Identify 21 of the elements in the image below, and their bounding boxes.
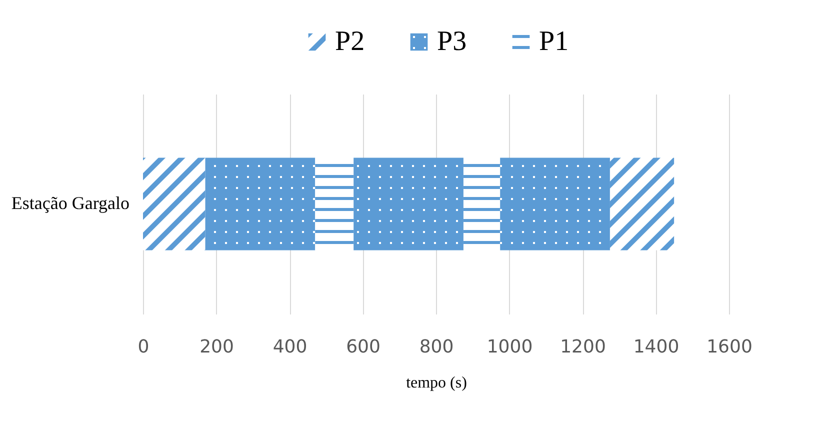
bar xyxy=(205,158,316,250)
legend-label: P2 xyxy=(335,26,365,57)
bar xyxy=(500,158,610,250)
bar xyxy=(354,158,464,250)
bar xyxy=(463,158,500,250)
legend-label: P3 xyxy=(437,26,467,57)
x-tick-label: 600 xyxy=(346,336,380,358)
y-tick-label: Estação Gargalo xyxy=(11,193,130,213)
x-tick-label: 200 xyxy=(200,336,234,358)
x-tick-label: 1400 xyxy=(633,336,680,358)
x-tick-label: 1600 xyxy=(706,336,752,358)
x-tick-label: 800 xyxy=(419,336,454,358)
x-tick-label: 1000 xyxy=(486,336,533,358)
legend-label: P1 xyxy=(539,26,569,57)
bar xyxy=(315,158,354,250)
x-tick-label: 1200 xyxy=(560,336,606,358)
bar xyxy=(143,158,206,250)
bar xyxy=(610,158,674,250)
x-axis-title: tempo (s) xyxy=(406,374,467,392)
x-tick-label: 0 xyxy=(138,336,150,358)
x-tick-label: 400 xyxy=(272,336,308,358)
